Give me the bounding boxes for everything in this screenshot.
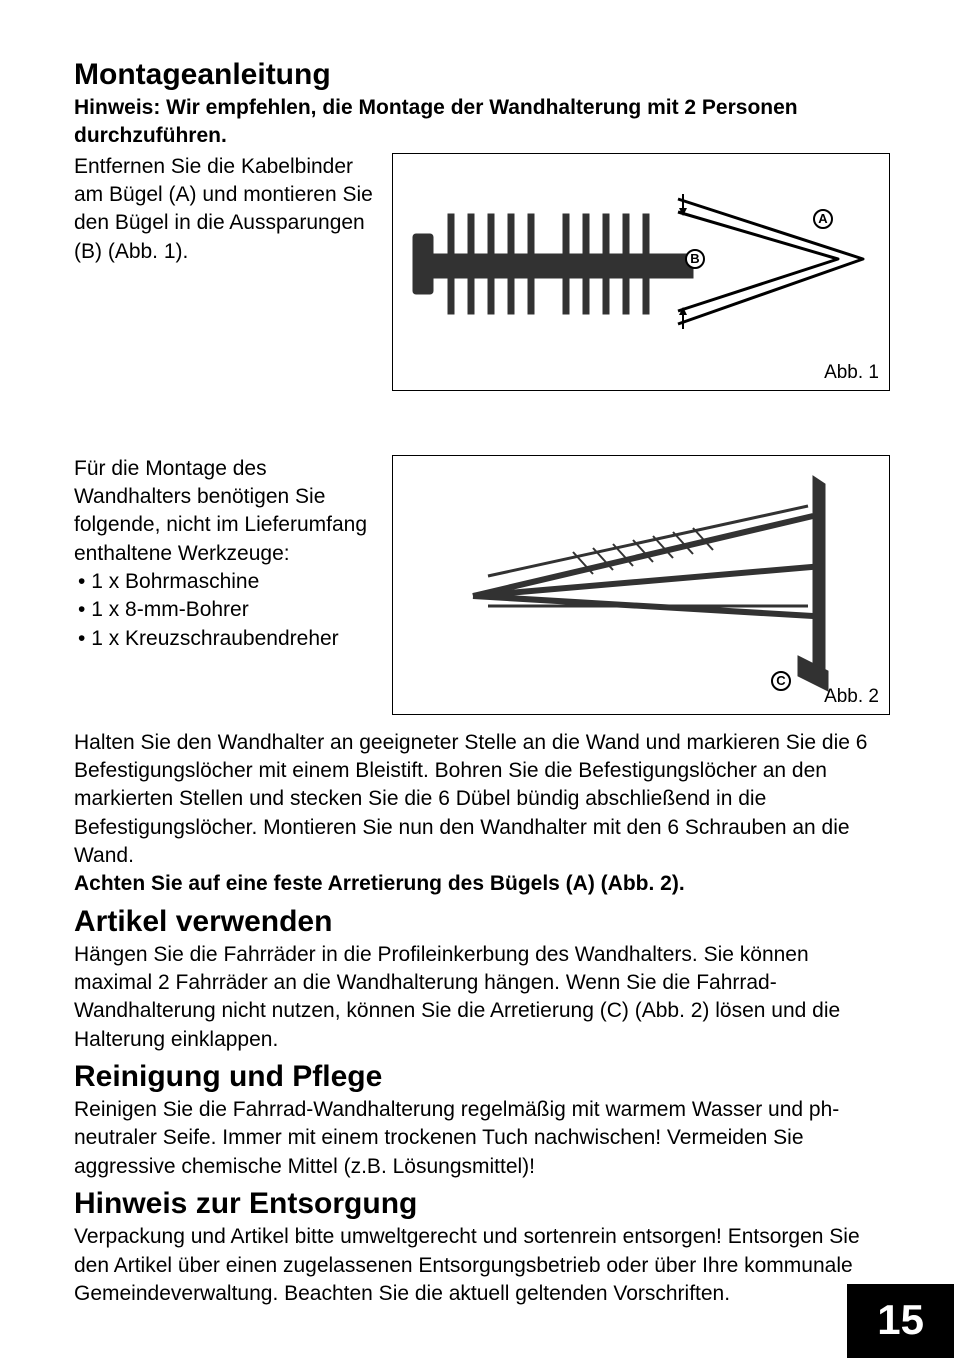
tool-item: 1 x Kreuzschraubendreher [78, 625, 374, 653]
page: Montageanleitung Hinweis: Wir empfehlen,… [0, 0, 954, 1358]
montage-p1: Entfernen Sie die Kabelbinder am Bügel (… [74, 153, 374, 266]
artikel-p: Hängen Sie die Fahrräder in die Profilei… [74, 941, 890, 1054]
tool-item: 1 x 8-mm-Bohrer [78, 596, 374, 624]
heading-montage: Montageanleitung [74, 58, 890, 92]
tools-col: Für die Montage des Wandhalters benötige… [74, 455, 374, 653]
figure-1: A B Abb. 1 [392, 153, 890, 391]
heading-artikel: Artikel verwenden [74, 905, 890, 939]
row-fig2: Für die Montage des Wandhalters benötige… [74, 455, 890, 715]
reinigung-p: Reinigen Sie die Fahrrad-Wandhalterung r… [74, 1096, 890, 1181]
callout-b: B [685, 249, 705, 269]
montage-bold2: Achten Sie auf eine feste Arretierung de… [74, 870, 890, 898]
tools-list: 1 x Bohrmaschine 1 x 8-mm-Bohrer 1 x Kre… [74, 568, 374, 653]
tool-item: 1 x Bohrmaschine [78, 568, 374, 596]
entsorgung-p: Verpackung und Artikel bitte umweltgerec… [74, 1223, 890, 1308]
heading-entsorgung: Hinweis zur Entsorgung [74, 1187, 890, 1221]
montage-p2: Halten Sie den Wandhalter an geeigneter … [74, 729, 890, 871]
heading-reinigung: Reinigung und Pflege [74, 1060, 890, 1094]
figure-1-svg [393, 154, 891, 392]
callout-a: A [813, 209, 833, 229]
montage-text-col: Entfernen Sie die Kabelbinder am Bügel (… [74, 153, 374, 266]
fig2-label: Abb. 2 [824, 686, 879, 708]
page-number: 15 [847, 1284, 954, 1358]
figure-2: C Abb. 2 [392, 455, 890, 715]
callout-c: C [771, 671, 791, 691]
row-fig1: Entfernen Sie die Kabelbinder am Bügel (… [74, 153, 890, 391]
figure-2-svg [393, 456, 891, 716]
tools-intro: Für die Montage des Wandhalters benötige… [74, 455, 374, 568]
note-bold: Hinweis: Wir empfehlen, die Montage der … [74, 94, 890, 151]
fig1-label: Abb. 1 [824, 362, 879, 384]
